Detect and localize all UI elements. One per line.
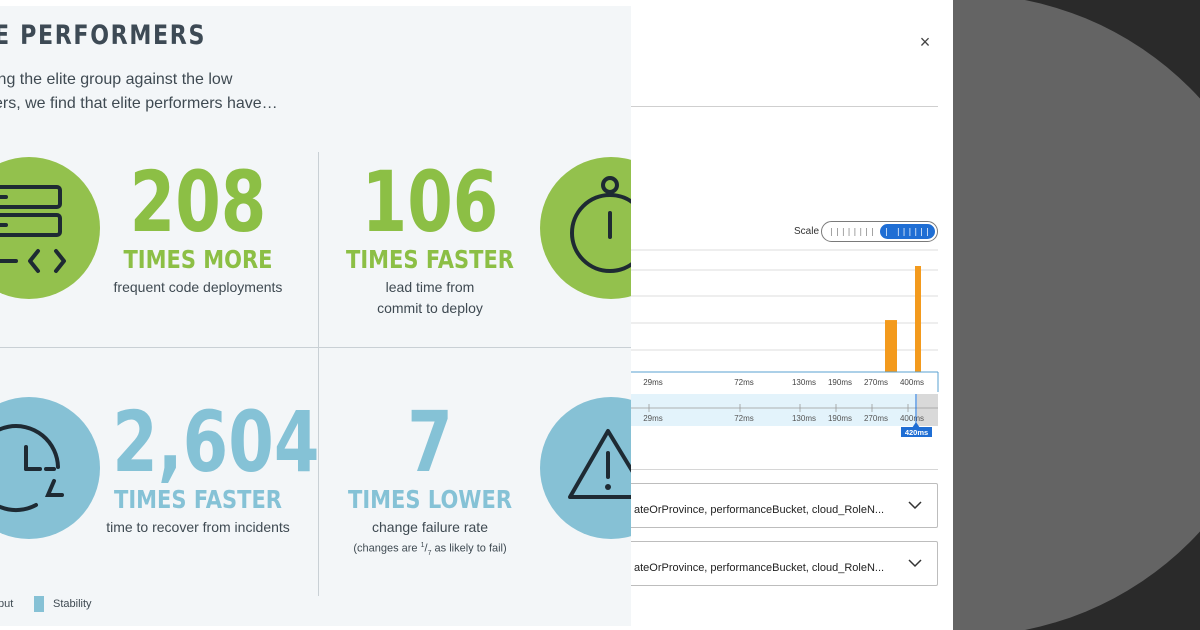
- clock-refresh-icon: [0, 397, 100, 539]
- chevron-down-icon: [908, 501, 922, 510]
- intro-line-1: ing the elite group against the low: [0, 71, 233, 88]
- range-tick-label: 72ms: [734, 414, 754, 423]
- stat-number: 7: [407, 393, 453, 491]
- range-selector-handle: [917, 394, 938, 426]
- stat-description: frequent code deployments: [113, 279, 283, 295]
- warning-triangle-icon: [540, 397, 631, 539]
- scale-option-log[interactable]: | ||||||: [880, 224, 935, 239]
- stat-lead-time: 106 TIMES FASTER lead time from commit t…: [320, 160, 540, 319]
- stat-recovery: 2,604 TIMES FASTER time to recover from …: [88, 393, 320, 538]
- stat-unit: TIMES LOWER: [348, 485, 512, 514]
- stat-unit: TIMES MORE: [123, 245, 273, 274]
- range-marker-badge: [901, 427, 932, 437]
- vertical-divider: [318, 152, 319, 596]
- chevron-down-icon: [908, 559, 922, 568]
- duration-histogram[interactable]: 29ms 72ms 130ms 190ms 270ms 400ms 29ms 72ms 130…: [631, 246, 953, 446]
- stat-description: lead time from: [385, 279, 475, 295]
- range-marker-arrow: [912, 422, 920, 428]
- note-prefix: (changes are: [353, 542, 418, 555]
- note-suffix: as likely to fail): [434, 542, 507, 555]
- range-tick-label: 190ms: [828, 414, 852, 423]
- stat-unit: TIMES FASTER: [114, 485, 282, 514]
- dropdown-value: ateOrProvince, performanceBucket, cloud_…: [634, 562, 885, 574]
- x-tick-label: 400ms: [900, 378, 924, 387]
- histogram-bar: [885, 320, 897, 372]
- legend-item-throughput: put: [0, 598, 14, 610]
- infographic-panel: [0, 6, 631, 626]
- stat-deployments: 208 TIMES MORE frequent code deployments: [88, 160, 308, 298]
- split-by-dropdown-2[interactable]: ateOrProvince, performanceBucket, cloud_…: [631, 541, 938, 586]
- scale-toggle[interactable]: |||||||| | ||||||: [821, 221, 938, 242]
- stat-failure-rate: 7 TIMES LOWER change failure rate (chang…: [320, 400, 540, 557]
- stat-note: (changes are 1/7 as likely to fail): [353, 542, 507, 557]
- infographic-intro: ing the elite group against the low ers,…: [0, 68, 278, 116]
- legend-swatch-stability: [34, 596, 44, 612]
- stat-unit: TIMES FASTER: [346, 245, 514, 274]
- stat-description: time to recover from incidents: [106, 519, 290, 535]
- details-panel: × Scale |||||||| | |||||| 29ms 72ms 130ms 1…: [631, 0, 953, 630]
- infographic-title: E PERFORMERS: [0, 20, 207, 51]
- stat-number: 106: [361, 153, 499, 251]
- split-by-dropdown-1[interactable]: ateOrProvince, performanceBucket, cloud_…: [631, 483, 938, 528]
- stat-description: change failure rate: [372, 519, 488, 535]
- range-tick-label: 29ms: [643, 414, 663, 423]
- x-tick-label: 190ms: [828, 378, 852, 387]
- range-tick-label: 130ms: [792, 414, 816, 423]
- legend-item-stability: Stability: [53, 598, 92, 610]
- scale-label: Scale: [794, 226, 820, 237]
- stat-description-2: commit to deploy: [377, 300, 483, 316]
- section-divider: [631, 469, 938, 470]
- close-icon[interactable]: ×: [919, 32, 931, 52]
- x-tick-label: 29ms: [643, 378, 663, 387]
- note-fraction-numerator: 1: [420, 542, 425, 549]
- server-code-icon: [0, 157, 100, 299]
- range-tick-label: 270ms: [864, 414, 888, 423]
- range-tick-label: 400ms: [900, 414, 924, 423]
- background-area: [953, 0, 1200, 630]
- stopwatch-icon: [540, 157, 631, 299]
- histogram-bar: [915, 266, 921, 372]
- stat-number: 208: [129, 153, 267, 251]
- panel-divider: [631, 106, 938, 107]
- note-fraction-denominator: 7: [427, 549, 432, 557]
- x-tick-label: 270ms: [864, 378, 888, 387]
- decorative-circle: [953, 0, 1200, 630]
- dropdown-value: ateOrProvince, performanceBucket, cloud_…: [634, 504, 885, 516]
- scale-option-linear[interactable]: ||||||||: [829, 227, 876, 236]
- intro-line-2: ers, we find that elite performers have…: [0, 95, 278, 112]
- infographic: E PERFORMERS ing the elite group against…: [0, 0, 631, 630]
- horizontal-divider: [0, 347, 631, 348]
- range-marker-label: 420ms: [905, 428, 928, 437]
- x-tick-label: 130ms: [792, 378, 816, 387]
- x-tick-label: 72ms: [734, 378, 754, 387]
- stat-number: 2,604: [112, 393, 320, 491]
- range-selector-band: [631, 394, 917, 426]
